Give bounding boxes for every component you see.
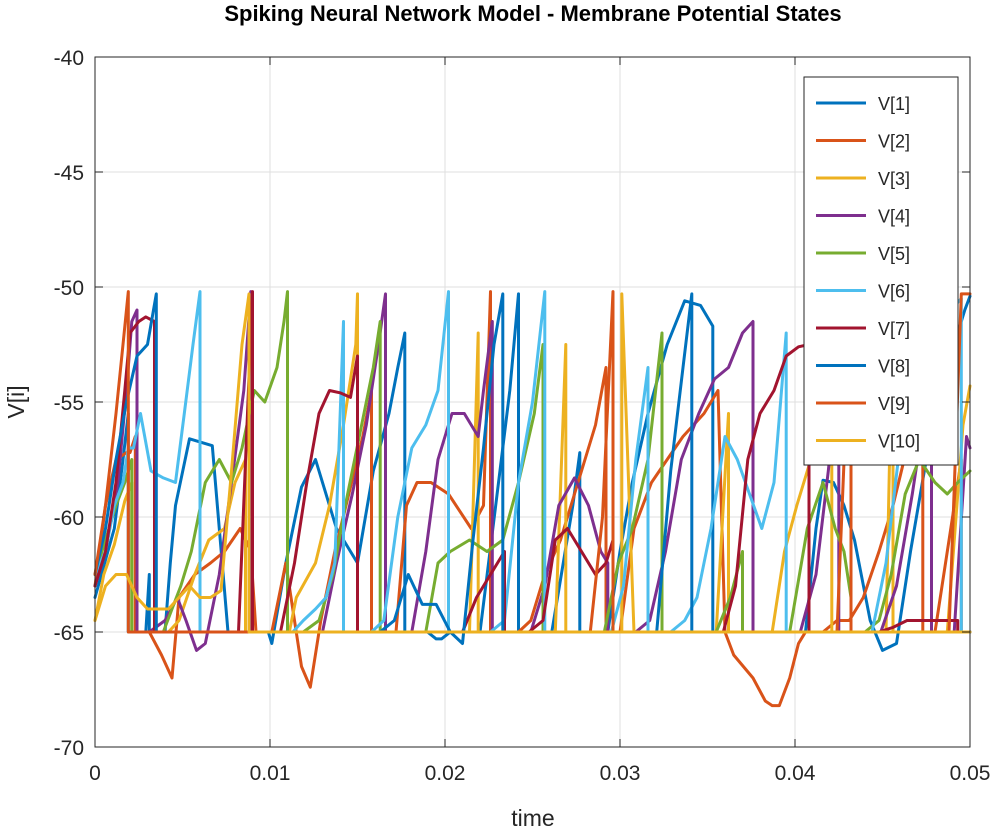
legend-items: V[1] V[2] V[3] V[4] V[5] V[6] V[7] V[8] V[9] V[10… [816, 94, 920, 452]
y-tick-label: -45 [54, 162, 84, 185]
legend-label-2: V[2] [878, 132, 910, 152]
x-axis-label: time [511, 805, 554, 829]
legend-label-4: V[4] [878, 207, 910, 227]
series-line-1 [93, 292, 972, 652]
legend-label-5: V[5] [878, 244, 910, 264]
chart-title: Spiking Neural Network Model - Membrane … [224, 1, 841, 26]
legend-label-10: V[10] [878, 432, 920, 452]
y-axis-label: V[i] [3, 385, 29, 418]
legend-label-3: V[3] [878, 169, 910, 189]
legend-label-7: V[7] [878, 319, 910, 339]
legend: V[1] V[2] V[3] V[4] V[5] V[6] V[7] V[8] V[9] V[10… [803, 76, 959, 466]
legend-label-6: V[6] [878, 282, 910, 302]
y-tick-label: -65 [54, 622, 84, 645]
x-tick-label: 0.02 [425, 762, 466, 785]
legend-label-1: V[1] [878, 94, 910, 114]
y-tick-labels: -70 -65 -60 -55 -50 -45 -40 [54, 47, 970, 760]
x-tick-label: 0.05 [950, 762, 991, 785]
x-tick-label: 0.03 [600, 762, 641, 785]
series-line-5 [93, 290, 972, 634]
legend-label-8: V[8] [878, 357, 910, 377]
y-tick-label: -40 [54, 47, 84, 70]
y-tick-label: -60 [54, 507, 84, 530]
x-tick-label: 0 [89, 762, 101, 785]
series-line-10 [93, 292, 972, 634]
x-tick-label: 0.04 [775, 762, 816, 785]
x-tick-labels: 0 0.01 0.02 0.03 0.04 0.05 [89, 57, 990, 785]
legend-label-9: V[9] [878, 394, 910, 414]
y-tick-label: -50 [54, 277, 84, 300]
y-tick-label: -70 [54, 737, 84, 760]
x-tick-label: 0.01 [250, 762, 291, 785]
y-tick-label: -55 [54, 392, 84, 415]
